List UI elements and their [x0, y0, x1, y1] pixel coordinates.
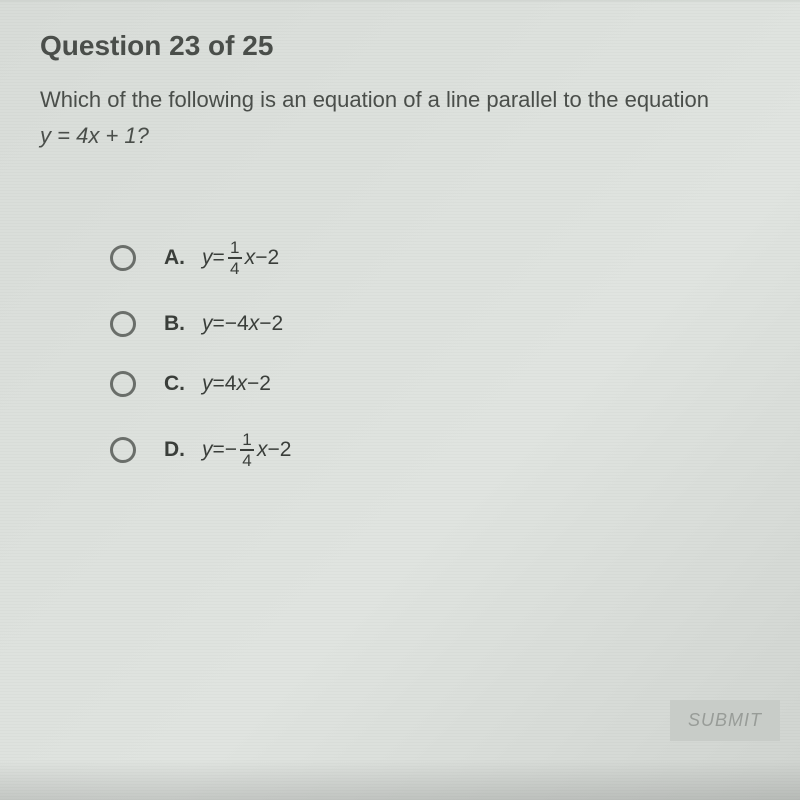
opt-c-eq: =: [213, 372, 225, 396]
option-a[interactable]: A. y = 1 4 x − 2: [110, 239, 760, 277]
option-d-equation: y = − 1 4 x − 2: [202, 431, 291, 469]
opt-d-const: 2: [280, 438, 292, 462]
opt-d-num: 1: [240, 431, 254, 451]
option-b-label: B.: [164, 312, 188, 336]
opt-a-var: x: [245, 246, 256, 270]
opt-c-coef: 4: [225, 372, 237, 396]
eq-coef: 4: [76, 123, 88, 148]
radio-a[interactable]: [110, 245, 136, 271]
opt-d-fraction: 1 4: [240, 431, 254, 469]
opt-c-op: −: [247, 372, 259, 396]
eq-qmark: ?: [137, 123, 149, 148]
opt-b-lhs: y: [202, 312, 213, 336]
option-d[interactable]: D. y = − 1 4 x − 2: [110, 431, 760, 469]
eq-var: x: [88, 123, 99, 148]
photo-artifact-bottom: [0, 760, 800, 800]
eq-const: 1: [124, 123, 136, 148]
question-header: Question 23 of 25: [40, 30, 760, 62]
opt-b-coef: 4: [237, 312, 249, 336]
opt-b-op: −: [259, 312, 271, 336]
opt-c-lhs: y: [202, 372, 213, 396]
opt-a-num: 1: [228, 239, 242, 259]
option-b-equation: y = −4x − 2: [202, 312, 283, 336]
opt-a-const: 2: [268, 246, 280, 270]
submit-button[interactable]: SUBMIT: [670, 700, 780, 741]
opt-d-den: 4: [240, 451, 254, 469]
opt-a-eq: =: [213, 246, 225, 270]
eq-equals: =: [51, 123, 76, 148]
opt-a-op: −: [255, 246, 267, 270]
opt-d-lhs: y: [202, 438, 213, 462]
options-group: A. y = 1 4 x − 2 B. y = −4x − 2 C. y = 4…: [40, 239, 760, 469]
radio-b[interactable]: [110, 311, 136, 337]
question-prompt-line1: Which of the following is an equation of…: [40, 86, 760, 115]
radio-d[interactable]: [110, 437, 136, 463]
opt-d-eq: =: [213, 438, 225, 462]
eq-lhs: y: [40, 123, 51, 148]
opt-d-var: x: [257, 438, 268, 462]
option-d-label: D.: [164, 438, 188, 462]
opt-b-eq: =: [213, 312, 225, 336]
opt-a-den: 4: [228, 259, 242, 277]
opt-c-const: 2: [259, 372, 271, 396]
option-c-equation: y = 4x − 2: [202, 372, 271, 396]
opt-b-neg: −: [225, 312, 237, 336]
opt-d-neg: −: [225, 438, 237, 462]
question-equation: y = 4x + 1?: [40, 123, 760, 149]
option-c-label: C.: [164, 372, 188, 396]
option-b[interactable]: B. y = −4x − 2: [110, 311, 760, 337]
option-a-equation: y = 1 4 x − 2: [202, 239, 279, 277]
eq-op: +: [99, 123, 124, 148]
opt-c-var: x: [236, 372, 247, 396]
option-a-label: A.: [164, 246, 188, 270]
option-c[interactable]: C. y = 4x − 2: [110, 371, 760, 397]
opt-a-lhs: y: [202, 246, 213, 270]
opt-a-fraction: 1 4: [228, 239, 242, 277]
opt-b-var: x: [249, 312, 260, 336]
opt-d-op: −: [268, 438, 280, 462]
opt-b-const: 2: [271, 312, 283, 336]
radio-c[interactable]: [110, 371, 136, 397]
